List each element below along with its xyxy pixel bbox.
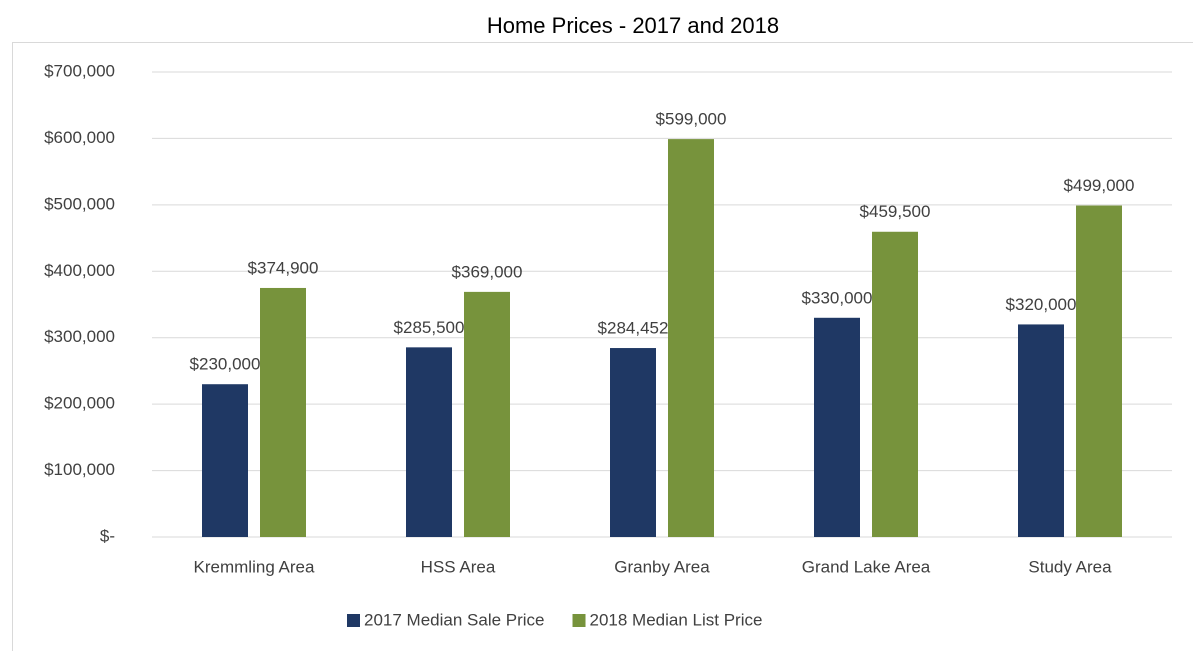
- y-tick-label: $200,000: [44, 394, 115, 413]
- data-label: $374,900: [248, 258, 319, 277]
- chart-title: Home Prices - 2017 and 2018: [487, 13, 779, 38]
- legend-swatch: [572, 614, 586, 627]
- x-tick-label: Grand Lake Area: [802, 557, 931, 576]
- data-label: $459,500: [860, 202, 931, 221]
- data-label: $320,000: [1006, 295, 1077, 314]
- bar: [464, 291, 510, 537]
- y-tick-label: $600,000: [44, 128, 115, 147]
- y-tick-label: $-: [100, 526, 115, 545]
- data-label: $285,500: [394, 318, 465, 337]
- x-tick-label: Granby Area: [614, 557, 710, 576]
- y-tick-label: $300,000: [44, 327, 115, 346]
- legend-label: 2018 Median List Price: [590, 610, 763, 629]
- legend-label: 2017 Median Sale Price: [364, 610, 545, 629]
- y-tick-label: $400,000: [44, 261, 115, 280]
- bar: [872, 231, 918, 537]
- bar: [260, 287, 306, 537]
- data-label: $284,452: [598, 319, 669, 338]
- data-label: $330,000: [802, 288, 873, 307]
- data-label: $499,000: [1064, 176, 1135, 195]
- data-label: $369,000: [452, 262, 523, 281]
- bar: [1076, 205, 1122, 537]
- x-tick-label: Study Area: [1028, 557, 1112, 576]
- bar: [406, 347, 452, 537]
- legend-swatch: [347, 614, 360, 627]
- bar: [814, 317, 860, 537]
- bar: [668, 139, 714, 538]
- y-tick-label: $500,000: [44, 194, 115, 213]
- bar: [1018, 324, 1064, 537]
- x-tick-label: Kremmling Area: [194, 557, 315, 576]
- bar: [202, 384, 248, 537]
- y-tick-label: $100,000: [44, 460, 115, 479]
- x-tick-label: HSS Area: [421, 557, 496, 576]
- data-label: $599,000: [656, 110, 727, 129]
- y-tick-label: $700,000: [44, 61, 115, 80]
- chart-border: [12, 42, 1193, 651]
- data-label: $230,000: [190, 355, 261, 374]
- bar: [610, 348, 656, 537]
